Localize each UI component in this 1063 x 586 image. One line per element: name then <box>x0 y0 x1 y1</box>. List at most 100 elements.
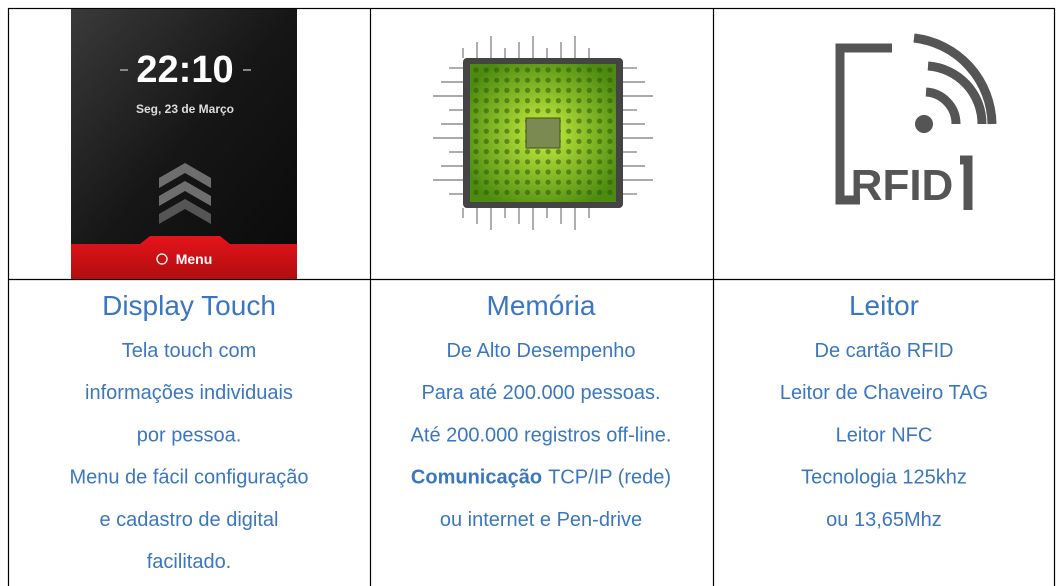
ball <box>504 98 510 104</box>
ball <box>483 149 489 155</box>
clock-time: 22:10 <box>136 49 233 91</box>
ball <box>555 169 562 175</box>
ball <box>566 108 572 114</box>
ball <box>514 179 520 185</box>
ball <box>555 98 562 104</box>
ball <box>504 189 510 195</box>
ball <box>494 159 500 165</box>
ball <box>494 179 500 185</box>
ball <box>524 108 531 114</box>
ball <box>566 67 572 73</box>
ball <box>597 169 603 175</box>
ball <box>535 77 541 83</box>
text-cells: Display Touch Tela touch com informações i… <box>69 290 988 573</box>
ball <box>535 149 541 155</box>
ball <box>586 169 592 175</box>
ball <box>566 169 572 175</box>
ball <box>473 118 479 124</box>
ball <box>514 149 520 155</box>
ball <box>535 108 541 114</box>
ball <box>607 189 613 195</box>
ball <box>535 98 541 104</box>
ball <box>555 149 562 155</box>
cell-title: Display Touch <box>102 290 276 321</box>
ball <box>555 189 562 195</box>
ball <box>504 149 510 155</box>
ball <box>473 67 479 73</box>
ball <box>555 159 562 165</box>
ball <box>576 149 582 155</box>
ball <box>483 169 489 175</box>
ball <box>597 138 603 144</box>
ball <box>586 67 592 73</box>
ball <box>473 87 479 93</box>
cell-line: informações individuais <box>85 382 293 404</box>
ball <box>586 87 592 93</box>
cell-line: Menu de fácil configuração <box>69 467 308 489</box>
ball <box>524 67 531 73</box>
ball <box>607 118 613 124</box>
ball <box>576 87 582 93</box>
ball <box>504 179 510 185</box>
ball <box>494 128 500 134</box>
cell-line: Leitor NFC <box>836 424 933 446</box>
table-grid <box>7 7 1056 586</box>
ball <box>483 138 489 144</box>
ball <box>576 159 582 165</box>
ball <box>514 77 520 83</box>
ball <box>576 118 582 124</box>
ball <box>607 169 613 175</box>
ball <box>535 159 541 165</box>
ball <box>597 108 603 114</box>
ball <box>576 67 582 73</box>
ball <box>586 118 592 124</box>
ball <box>576 189 582 195</box>
ball <box>545 98 551 104</box>
ball <box>524 98 531 104</box>
ball <box>535 67 541 73</box>
strong-text: Comunicação <box>411 467 542 489</box>
ball <box>597 87 603 93</box>
ball <box>483 179 489 185</box>
ball <box>535 189 541 195</box>
ball <box>597 67 603 73</box>
ball <box>514 138 520 144</box>
ball <box>566 149 572 155</box>
ball <box>524 159 531 165</box>
ball <box>483 118 489 124</box>
rfid-image: RFID <box>835 33 997 210</box>
ball <box>607 159 613 165</box>
ball <box>494 87 500 93</box>
ball <box>545 67 551 73</box>
ball <box>545 77 551 83</box>
ball <box>607 179 613 185</box>
ball <box>473 128 479 134</box>
ball <box>576 179 582 185</box>
ball <box>597 189 603 195</box>
ball <box>514 108 520 114</box>
ball <box>555 77 562 83</box>
ball <box>494 108 500 114</box>
ball <box>586 108 592 114</box>
cell-line: ou 13,65Mhz <box>826 509 942 531</box>
ball <box>535 87 541 93</box>
line-rest: TCP/IP (rede) <box>548 467 671 489</box>
ball <box>524 87 531 93</box>
clock-date: Seg, 23 de Março <box>136 102 234 116</box>
menu-button: Menu <box>176 251 213 267</box>
ball <box>514 159 520 165</box>
ball <box>555 87 562 93</box>
ball <box>535 179 541 185</box>
ball <box>555 67 562 73</box>
ball <box>566 138 572 144</box>
ball <box>483 159 489 165</box>
ball <box>607 67 613 73</box>
ball <box>473 98 479 104</box>
ball <box>545 149 551 155</box>
ball <box>524 179 531 185</box>
cell-line: Para até 200.000 pessoas. <box>421 382 660 404</box>
cell-title: Memória <box>487 290 596 321</box>
cell-title: Leitor <box>849 290 919 321</box>
ball <box>545 169 551 175</box>
ball <box>514 98 520 104</box>
